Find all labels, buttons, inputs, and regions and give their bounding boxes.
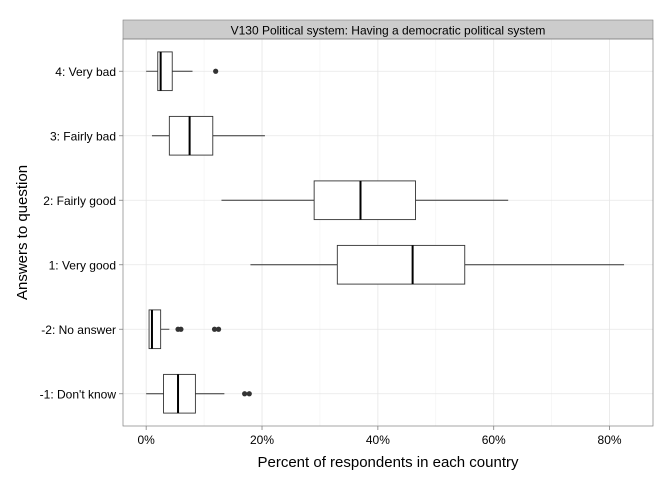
x-axis: 0% 20% 40% 60% 80% [137, 426, 622, 447]
box-iqr [313, 180, 416, 221]
outlier-point [215, 326, 222, 332]
box-4 [148, 309, 222, 350]
box-iqr [168, 115, 214, 156]
box-2 [221, 180, 509, 221]
box-1 [151, 115, 265, 156]
facet-title: V130 Political system: Having a democrat… [231, 24, 546, 38]
box-series [146, 51, 625, 414]
x-tick-label: 60% [482, 433, 506, 447]
outlier-point [211, 326, 218, 332]
x-tick-label: 20% [250, 433, 274, 447]
box-3 [250, 244, 625, 285]
x-tick-label: 40% [366, 433, 390, 447]
panel-border [122, 38, 654, 427]
y-tick-label: -2: No answer [41, 323, 116, 337]
y-tick-label: 3: Fairly bad [50, 129, 116, 143]
panel-background [123, 39, 653, 426]
x-axis-title: Percent of respondents in each country [258, 454, 519, 471]
outlier-point [242, 391, 248, 397]
outlier-point [213, 68, 219, 74]
y-tick-label: 2: Fairly good [43, 194, 116, 208]
box-iqr [336, 244, 466, 285]
y-tick-label: 1: Very good [49, 258, 116, 272]
y-tick-label: -1: Don't know [40, 387, 117, 401]
y-axis: 4: Very bad 3: Fairly bad 2: Fairly good 1:… [40, 65, 123, 401]
box-5 [146, 373, 252, 414]
x-tick-label: 80% [598, 433, 622, 447]
x-tick-label: 0% [137, 433, 155, 447]
y-axis-title: Answers to question [14, 165, 31, 300]
outlier-point [178, 326, 184, 332]
box-0 [146, 51, 219, 92]
y-tick-label: 4: Very bad [55, 65, 116, 79]
box-iqr [163, 373, 196, 414]
box-iqr [148, 309, 162, 350]
outlier-point [246, 391, 252, 397]
